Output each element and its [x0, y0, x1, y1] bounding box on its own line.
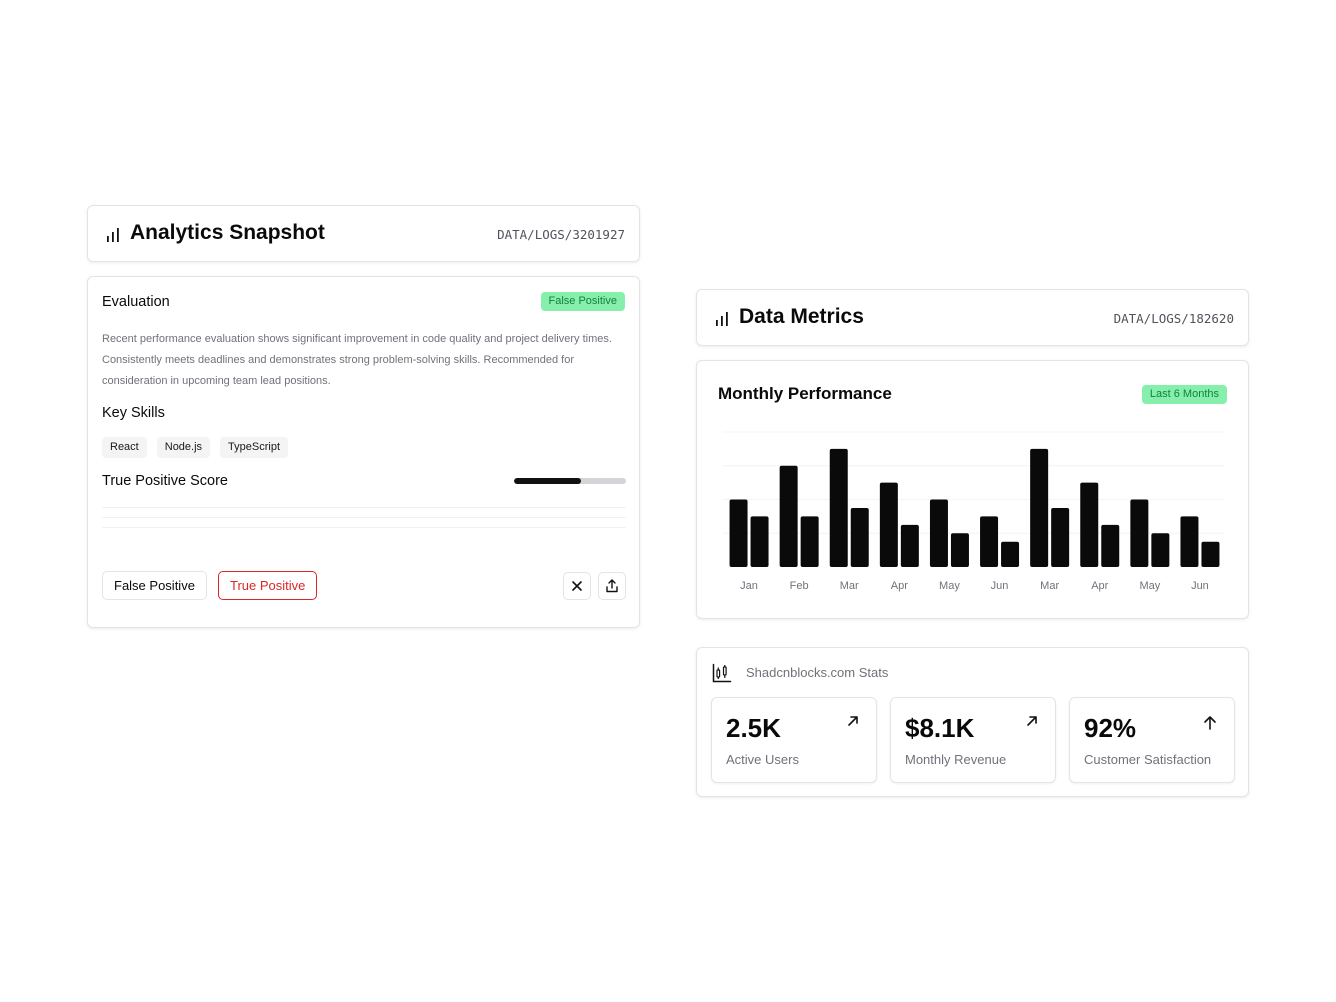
chart-bar-apr-1	[879, 482, 898, 567]
evaluation-title: Evaluation	[102, 294, 170, 310]
skill-tag: React	[102, 437, 147, 458]
chart-bar-jan-2	[750, 516, 769, 567]
chart-bar-mar-2	[850, 507, 869, 567]
chart-bar-jun-2	[1201, 541, 1220, 567]
chart-bar-apr-1	[1080, 482, 1099, 567]
data-metrics-header: Data Metrics DATA/LOGS/182620	[696, 289, 1249, 346]
chart-title: Monthly Performance	[718, 384, 892, 403]
arrow-up-right-icon	[848, 716, 858, 726]
score-progress-bar	[514, 478, 626, 484]
x-tick-label: Feb	[790, 580, 809, 592]
true-positive-score-title: True Positive Score	[102, 473, 228, 489]
score-progress-fill	[514, 478, 582, 484]
bar-chart-icon	[107, 228, 119, 242]
evaluation-card: Evaluation False Positive Recent perform…	[87, 276, 640, 628]
chart-bar-mar-1	[829, 448, 848, 567]
chart-bar-may-2	[950, 533, 969, 567]
stat-label: Customer Satisfaction	[1084, 752, 1212, 767]
evaluation-description: Recent performance evaluation shows sign…	[102, 333, 612, 387]
chart-bar-jan-1	[729, 499, 748, 567]
skills-list: React Node.js TypeScript	[102, 437, 289, 458]
x-tick-label: Jan	[740, 580, 758, 592]
chart-bar-jun-1	[980, 516, 999, 567]
stat-value: $8.1K	[905, 713, 975, 743]
share-button[interactable]	[598, 572, 626, 600]
stat-card-monthly-revenue: $8.1K Monthly Revenue	[890, 697, 1056, 783]
false-positive-badge: False Positive	[540, 292, 625, 311]
analytics-title: Analytics Snapshot	[130, 221, 325, 244]
chart-bar-feb-2	[800, 516, 819, 567]
stat-card-customer-satisfaction: 92% Customer Satisfaction	[1069, 697, 1235, 783]
chart-bar-may-1	[929, 499, 948, 567]
bar-chart-icon	[716, 312, 728, 326]
stat-label: Active Users	[726, 752, 799, 767]
divider	[102, 527, 626, 528]
analytics-log-code: DATA/LOGS/3201927	[497, 227, 625, 242]
bar-chart: Jan Feb Mar Apr May Jun Mar Apr May Jun	[723, 431, 1224, 592]
analytics-snapshot-header: Analytics Snapshot DATA/LOGS/3201927	[87, 205, 640, 262]
x-tick-label: Jun	[991, 580, 1009, 592]
metrics-title: Data Metrics	[739, 305, 864, 328]
stat-card-active-users: 2.5K Active Users	[711, 697, 877, 783]
stats-card: Shadcnblocks.com Stats 2.5K Active Users…	[696, 647, 1249, 797]
false-positive-button[interactable]: False Positive	[102, 571, 207, 600]
close-button[interactable]	[563, 572, 591, 600]
skill-tag: Node.js	[156, 437, 211, 458]
x-tick-label: Jun	[1191, 580, 1209, 592]
key-skills-title: Key Skills	[102, 405, 165, 421]
metrics-log-code: DATA/LOGS/182620	[1113, 311, 1234, 326]
stats-label: Shadcnblocks.com Stats	[746, 665, 889, 680]
chart-bar-jun-2	[1001, 541, 1020, 567]
chart-candlestick-icon	[712, 663, 732, 683]
close-icon	[572, 581, 582, 591]
x-tick-label: Mar	[1040, 580, 1059, 592]
chart-bar-feb-1	[779, 465, 798, 567]
x-tick-label: Mar	[840, 580, 859, 592]
stat-value: 92%	[1084, 713, 1137, 743]
chart-bar-may-2	[1151, 533, 1170, 567]
x-tick-label: Apr	[891, 580, 908, 592]
stat-label: Monthly Revenue	[905, 752, 1007, 767]
last-6-months-badge: Last 6 Months	[1141, 385, 1227, 404]
divider	[102, 507, 626, 508]
divider	[102, 517, 626, 518]
chart-bar-mar-2	[1051, 507, 1070, 567]
arrow-up-icon	[1204, 716, 1216, 730]
x-tick-label: Apr	[1091, 580, 1108, 592]
x-tick-label: May	[1139, 580, 1160, 592]
share-icon	[606, 579, 618, 593]
chart-bar-mar-1	[1030, 448, 1049, 567]
chart-bar-apr-2	[1101, 524, 1120, 567]
stat-value: 2.5K	[726, 713, 781, 743]
chart-bar-apr-2	[900, 524, 919, 567]
monthly-performance-card: Monthly Performance Last 6 Months Jan Feb…	[696, 360, 1249, 619]
skill-tag: TypeScript	[220, 437, 289, 458]
true-positive-button[interactable]: True Positive	[218, 571, 318, 600]
x-tick-label: May	[939, 580, 960, 592]
arrow-up-right-icon	[1027, 716, 1037, 726]
chart-bar-jun-1	[1180, 516, 1199, 567]
chart-bar-may-1	[1130, 499, 1149, 567]
